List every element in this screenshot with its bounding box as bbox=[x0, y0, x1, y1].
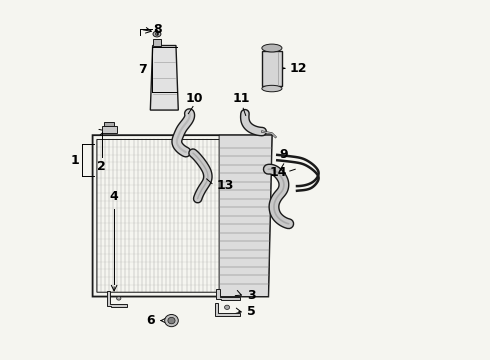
Text: 1: 1 bbox=[71, 154, 79, 167]
Polygon shape bbox=[219, 135, 272, 297]
Polygon shape bbox=[215, 303, 240, 316]
Text: 9: 9 bbox=[279, 148, 288, 161]
Ellipse shape bbox=[155, 33, 159, 36]
Text: 11: 11 bbox=[233, 93, 250, 105]
Ellipse shape bbox=[262, 44, 282, 52]
Text: 3: 3 bbox=[247, 289, 255, 302]
Polygon shape bbox=[107, 291, 126, 307]
Text: 12: 12 bbox=[290, 62, 307, 75]
Ellipse shape bbox=[153, 31, 161, 37]
Text: 4: 4 bbox=[110, 190, 119, 203]
Polygon shape bbox=[150, 45, 178, 110]
Polygon shape bbox=[102, 126, 117, 134]
Ellipse shape bbox=[165, 315, 178, 327]
Ellipse shape bbox=[117, 297, 121, 300]
Text: 10: 10 bbox=[186, 92, 203, 105]
Ellipse shape bbox=[168, 318, 175, 324]
Text: 13: 13 bbox=[216, 179, 234, 192]
Polygon shape bbox=[104, 122, 115, 126]
Polygon shape bbox=[262, 51, 282, 86]
Text: 5: 5 bbox=[247, 305, 256, 318]
Text: 14: 14 bbox=[270, 166, 287, 179]
Text: 2: 2 bbox=[97, 160, 106, 173]
Text: 6: 6 bbox=[146, 314, 155, 327]
Text: 7: 7 bbox=[138, 63, 147, 76]
Polygon shape bbox=[153, 39, 161, 45]
Polygon shape bbox=[216, 289, 240, 300]
Ellipse shape bbox=[224, 305, 230, 310]
Ellipse shape bbox=[262, 85, 282, 92]
Text: 8: 8 bbox=[153, 23, 162, 36]
